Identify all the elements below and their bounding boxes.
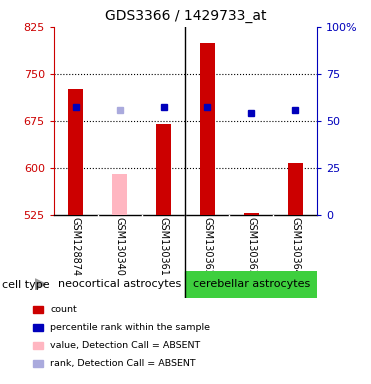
Text: GSM130340: GSM130340 xyxy=(115,217,125,276)
Text: GSM130362: GSM130362 xyxy=(203,217,213,276)
Text: cerebellar astrocytes: cerebellar astrocytes xyxy=(193,279,310,289)
Text: GSM130361: GSM130361 xyxy=(158,217,168,276)
Text: percentile rank within the sample: percentile rank within the sample xyxy=(50,323,210,332)
Bar xyxy=(68,89,83,215)
Title: GDS3366 / 1429733_at: GDS3366 / 1429733_at xyxy=(105,9,266,23)
Text: count: count xyxy=(50,305,77,314)
FancyArrow shape xyxy=(35,279,46,290)
Bar xyxy=(200,43,215,215)
Text: GSM130363: GSM130363 xyxy=(246,217,256,276)
Text: rank, Detection Call = ABSENT: rank, Detection Call = ABSENT xyxy=(50,359,196,368)
Text: cell type: cell type xyxy=(2,280,49,290)
Text: value, Detection Call = ABSENT: value, Detection Call = ABSENT xyxy=(50,341,200,350)
Bar xyxy=(112,174,127,215)
Bar xyxy=(288,163,303,215)
Text: GSM130364: GSM130364 xyxy=(290,217,300,276)
Text: neocortical astrocytes: neocortical astrocytes xyxy=(58,279,181,289)
Text: GSM128874: GSM128874 xyxy=(71,217,81,276)
Bar xyxy=(244,213,259,215)
Bar xyxy=(186,271,317,298)
Bar xyxy=(156,124,171,215)
